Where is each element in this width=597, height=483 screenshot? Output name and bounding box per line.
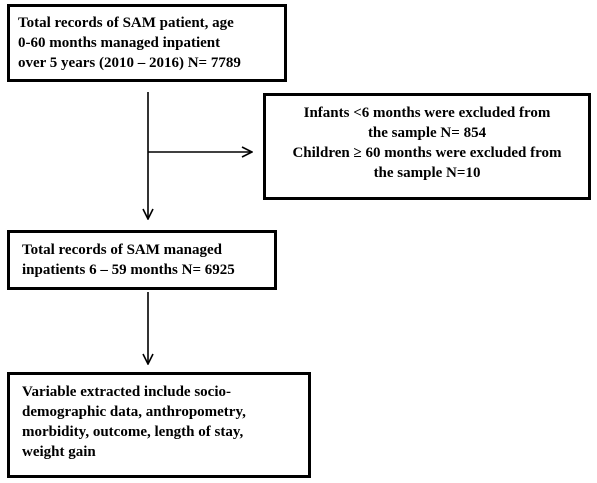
box-text-line: Total records of SAM patient, age bbox=[18, 15, 234, 31]
excluded-records-box: Infants <6 months were excluded from the… bbox=[263, 93, 591, 200]
box-text-line: morbidity, outcome, length of stay, bbox=[22, 424, 244, 440]
box-text-line: Variable extracted include socio- bbox=[22, 384, 231, 400]
box-text-line: the sample N=10 bbox=[373, 165, 481, 181]
box-text-line: Children ≥ 60 months were excluded from bbox=[292, 145, 562, 161]
box-text-line: Infants <6 months were excluded from bbox=[303, 105, 551, 121]
box-text-line: over 5 years (2010 – 2016) N= 7789 bbox=[18, 55, 241, 71]
box-text-line: the sample N= 854 bbox=[367, 125, 487, 141]
box-text-line: weight gain bbox=[22, 444, 96, 460]
box-text-line: 0-60 months managed inpatient bbox=[18, 35, 221, 51]
total-records-box: Total records of SAM patient, age 0-60 m… bbox=[7, 4, 287, 82]
managed-inpatients-box: Total records of SAM managed inpatients … bbox=[7, 230, 277, 290]
variables-extracted-box: Variable extracted include socio- demogr… bbox=[7, 372, 311, 478]
box-text-line: demographic data, anthropometry, bbox=[22, 404, 246, 420]
box-text-line: Total records of SAM managed bbox=[22, 242, 222, 258]
box-text-line: inpatients 6 – 59 months N= 6925 bbox=[22, 262, 235, 278]
